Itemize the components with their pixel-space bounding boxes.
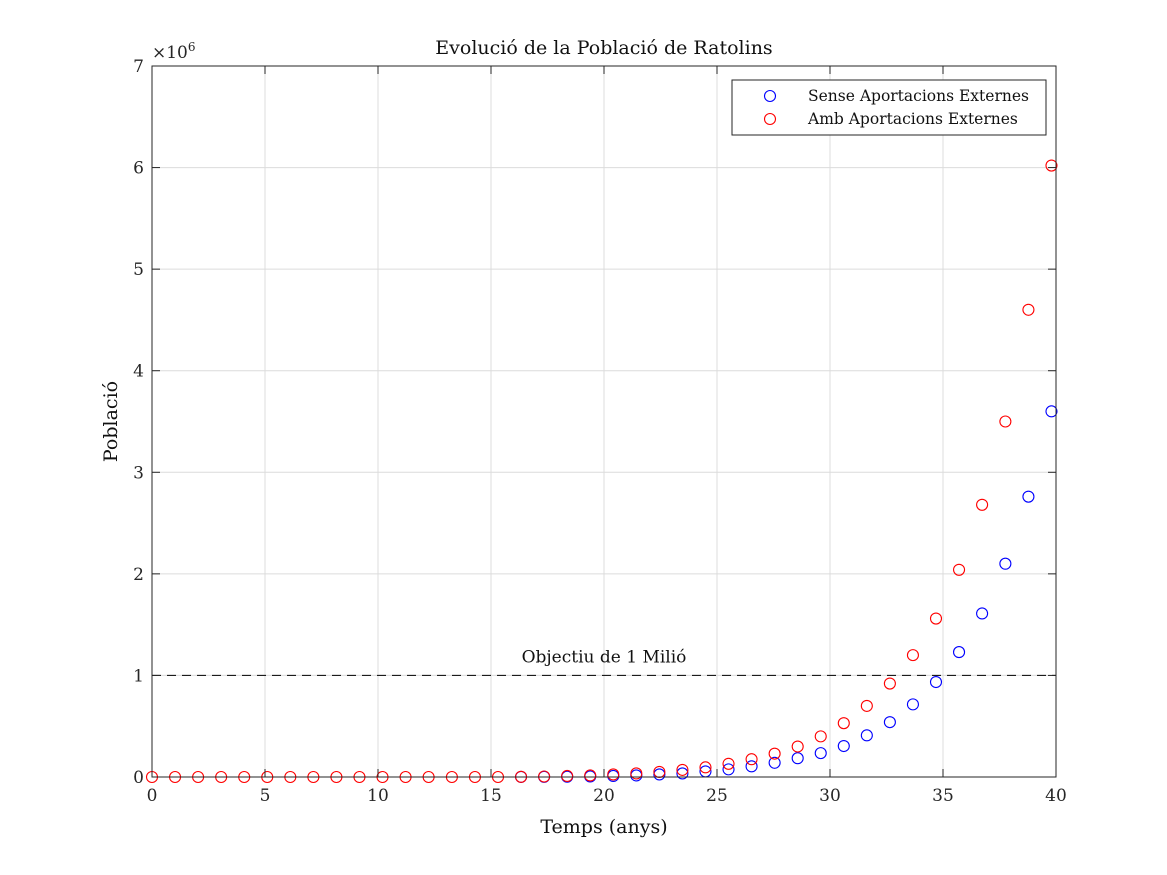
- data-point: [929, 612, 943, 625]
- y-exponent-power: 6: [188, 40, 196, 54]
- data-point: [653, 765, 666, 778]
- x-tick-label: 35: [932, 786, 954, 806]
- data-point: [976, 498, 989, 511]
- data-point: [999, 557, 1012, 570]
- grid: [151, 65, 1057, 778]
- data-point: [929, 675, 943, 689]
- data-point: [906, 649, 919, 662]
- legend-box: [731, 79, 1047, 136]
- data-point: [699, 761, 712, 774]
- data-point: [745, 760, 758, 773]
- data-point: [860, 729, 873, 742]
- data-series: [145, 159, 1058, 784]
- y-tick-label: 6: [133, 159, 144, 179]
- data-point: [976, 607, 989, 620]
- y-tick-label: 1: [133, 666, 144, 686]
- data-point: [837, 717, 850, 730]
- y-tick-label: 2: [133, 565, 144, 585]
- x-axis-label: Temps (anys): [540, 816, 667, 838]
- x-tick-label: 20: [593, 786, 615, 806]
- data-point: [653, 768, 666, 781]
- data-point: [722, 757, 735, 770]
- data-point: [837, 739, 850, 753]
- y-exponent-base: ×10: [152, 43, 188, 63]
- data-point: [883, 677, 896, 690]
- data-point: [814, 747, 827, 760]
- data-point: [791, 752, 804, 765]
- data-point: [676, 763, 689, 776]
- legend-label: Amb Aportacions Externes: [807, 110, 1018, 128]
- x-tick-label: 0: [147, 786, 158, 806]
- y-tick-label: 4: [133, 362, 144, 382]
- x-tick-label: 5: [260, 786, 271, 806]
- data-point: [906, 698, 919, 711]
- data-point: [676, 767, 689, 780]
- data-point: [1045, 405, 1058, 418]
- data-point: [814, 730, 827, 743]
- data-point: [722, 763, 735, 776]
- x-tick-label: 25: [706, 786, 728, 806]
- y-exponent-label: ×106: [152, 40, 196, 63]
- data-point: [1045, 159, 1058, 172]
- legend-marker: [763, 112, 777, 126]
- data-point: [768, 756, 781, 769]
- series-1: [515, 405, 1058, 783]
- data-point: [745, 753, 758, 766]
- y-tick-label: 0: [133, 768, 144, 788]
- data-point: [768, 747, 781, 760]
- data-point: [791, 740, 804, 753]
- data-point: [883, 716, 896, 729]
- legend-label: Sense Aportacions Externes: [808, 87, 1029, 105]
- series-2: [145, 159, 1058, 784]
- y-tick-label: 7: [133, 57, 144, 77]
- data-point: [538, 770, 551, 783]
- reference-line-label: Objectiu de 1 Milió: [522, 647, 687, 667]
- y-tick-label: 5: [133, 260, 144, 280]
- data-point: [952, 563, 966, 576]
- y-axis-label: Població: [100, 381, 122, 462]
- data-point: [999, 415, 1012, 428]
- data-point: [630, 767, 643, 780]
- data-point: [584, 769, 597, 782]
- chart-title: Evolució de la Població de Ratolins: [435, 37, 772, 59]
- axis-ticks: 0 5 10 15 20 25 30 35 40 0 1 2 3 4 5 6 7: [133, 57, 1067, 806]
- legend-marker: [763, 89, 777, 103]
- x-tick-label: 40: [1045, 786, 1067, 806]
- data-point: [952, 646, 966, 659]
- legend: Sense Aportacions Externes Amb Aportacion…: [731, 79, 1047, 136]
- data-point: [607, 768, 620, 781]
- data-point: [1022, 490, 1035, 503]
- data-point: [860, 699, 873, 712]
- data-point: [584, 770, 597, 783]
- legend-entries: Sense Aportacions Externes Amb Aportacion…: [763, 87, 1029, 128]
- x-tick-label: 30: [819, 786, 841, 806]
- data-point: [1022, 303, 1035, 316]
- x-tick-label: 15: [480, 786, 502, 806]
- y-tick-label: 3: [133, 463, 144, 483]
- x-tick-label: 10: [367, 786, 389, 806]
- data-point: [561, 769, 574, 783]
